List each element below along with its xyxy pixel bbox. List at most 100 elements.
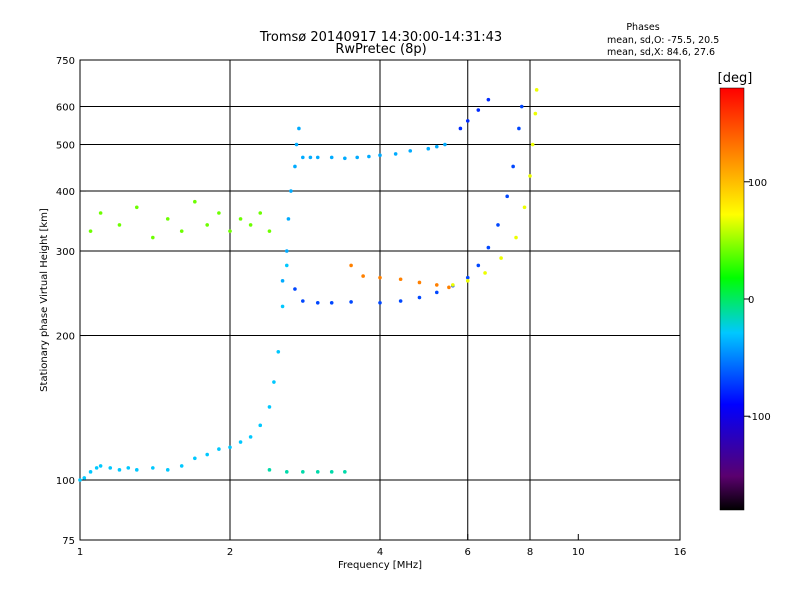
data-point	[458, 126, 463, 131]
x-tick-label: 16	[674, 547, 687, 558]
data-point	[280, 304, 285, 309]
data-point	[361, 274, 365, 278]
data-point	[94, 466, 99, 470]
data-point	[519, 104, 524, 109]
data-point	[398, 277, 403, 282]
data-point	[117, 468, 122, 472]
data-point	[434, 290, 439, 295]
data-point	[78, 478, 82, 482]
data-point	[486, 245, 491, 250]
data-point	[417, 295, 422, 300]
data-point	[301, 155, 305, 160]
data-point	[117, 223, 122, 227]
data-point	[205, 223, 209, 227]
data-point	[378, 275, 382, 280]
x-axis-label: Frequency [MHz]	[338, 560, 422, 571]
colorbar-tick-label: -100	[748, 412, 771, 423]
data-point	[505, 194, 509, 199]
data-point	[367, 154, 371, 159]
data-point	[443, 142, 447, 147]
data-point	[329, 470, 334, 474]
data-point	[434, 144, 439, 149]
data-point	[267, 468, 272, 472]
data-points	[78, 88, 539, 482]
data-point	[217, 447, 221, 451]
x-tick-label: 6	[465, 547, 471, 558]
y-tick-label: 75	[62, 536, 75, 547]
x-axis-ticks: 1 2 4 6 8 10 16	[77, 534, 687, 558]
data-point	[355, 155, 359, 160]
data-point	[297, 126, 301, 131]
data-point	[98, 211, 103, 215]
data-point	[286, 217, 291, 221]
x-tick-label: 1	[77, 547, 83, 558]
data-point	[517, 126, 521, 131]
x-tick-label: 10	[572, 547, 585, 558]
data-point	[276, 349, 281, 354]
grid-lines	[80, 60, 680, 540]
data-point	[193, 456, 197, 461]
data-point	[134, 468, 139, 472]
y-tick-label: 500	[56, 141, 75, 152]
data-point	[293, 164, 297, 169]
data-point	[378, 301, 382, 305]
data-point	[126, 466, 131, 470]
y-tick-label: 300	[56, 247, 75, 258]
data-point	[496, 223, 500, 227]
y-tick-label: 600	[56, 103, 75, 114]
data-point	[465, 119, 470, 123]
data-point	[528, 174, 532, 178]
data-point	[151, 235, 155, 240]
data-point	[294, 142, 299, 147]
colorbar	[719, 87, 745, 511]
data-point	[329, 155, 334, 160]
data-point	[315, 301, 320, 305]
data-point	[284, 470, 289, 474]
data-point	[349, 263, 353, 268]
data-point	[522, 205, 527, 210]
data-point	[349, 300, 353, 304]
data-point	[193, 199, 197, 204]
data-point	[534, 88, 539, 92]
data-point	[272, 380, 276, 384]
data-point	[530, 142, 535, 147]
phases-legend-x: mean, sd,X: 84.6, 27.6	[607, 47, 715, 58]
data-point	[98, 464, 103, 468]
colorbar-label: [deg]	[718, 71, 753, 86]
data-point	[293, 287, 297, 291]
y-tick-label: 400	[56, 187, 75, 198]
data-point	[486, 97, 491, 102]
data-point	[476, 108, 481, 112]
data-point	[280, 279, 285, 283]
data-point	[284, 263, 289, 268]
data-point	[398, 299, 403, 303]
colorbar-ticks: 100 0 -100	[744, 178, 771, 423]
data-point	[238, 217, 243, 221]
data-point	[393, 152, 398, 156]
data-point	[499, 256, 503, 260]
data-point	[134, 205, 139, 210]
chart-title: Tromsø 20140917 14:30:00-14:31:43	[259, 30, 502, 45]
y-tick-label: 200	[56, 332, 75, 343]
phases-legend-title: Phases	[626, 22, 659, 33]
data-point	[205, 452, 209, 457]
data-point	[228, 229, 232, 233]
data-point	[289, 189, 293, 193]
x-tick-label: 2	[227, 547, 233, 558]
data-point	[88, 229, 93, 233]
data-point	[408, 149, 413, 153]
data-point	[447, 285, 451, 290]
data-point	[476, 263, 481, 268]
y-axis-ticks: 75 100 200 300 400 500 600 750	[56, 56, 86, 547]
data-point	[315, 470, 320, 474]
data-point	[151, 466, 155, 470]
y-axis-label: Stationary phase Virtual Height [km]	[39, 208, 50, 392]
data-point	[301, 470, 305, 474]
data-point	[465, 279, 470, 283]
data-point	[284, 249, 289, 253]
x-tick-label: 8	[527, 547, 533, 558]
data-point	[343, 470, 347, 474]
colorbar-tick-label: 0	[748, 295, 754, 306]
data-point	[417, 280, 422, 285]
